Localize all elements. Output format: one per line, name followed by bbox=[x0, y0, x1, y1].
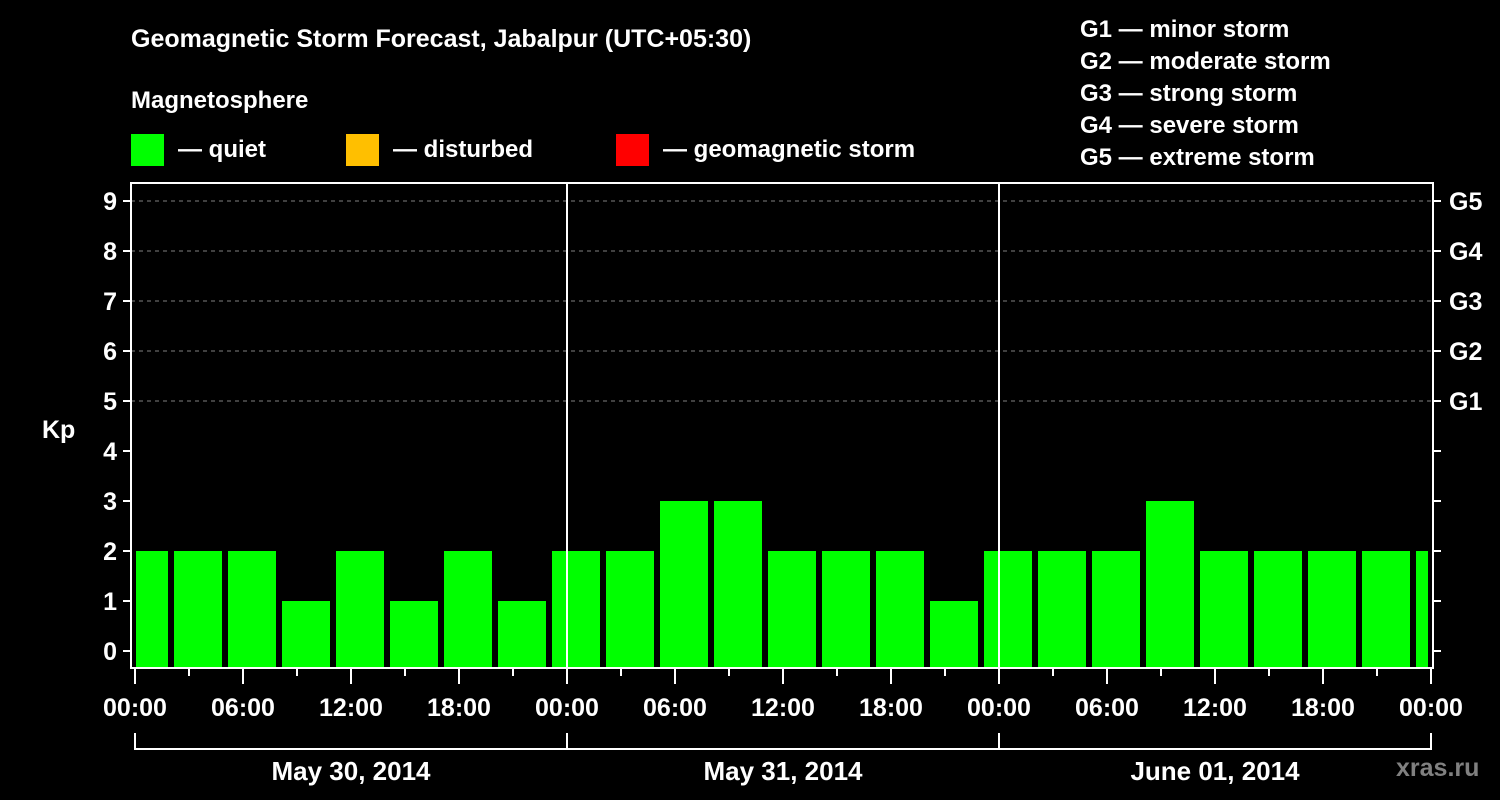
kp-bar bbox=[930, 601, 978, 668]
y-tick-label: 3 bbox=[103, 488, 117, 516]
legend-quiet: — quiet bbox=[131, 134, 266, 166]
day-label: May 30, 2014 bbox=[271, 756, 431, 786]
quiet-swatch-icon bbox=[131, 134, 164, 166]
kp-bar bbox=[822, 551, 870, 668]
y-tick-label: 1 bbox=[103, 588, 117, 616]
kp-bar bbox=[1092, 551, 1140, 668]
kp-bar bbox=[1362, 551, 1410, 668]
legend-disturbed-label: — disturbed bbox=[393, 136, 534, 163]
x-tick-label: 06:00 bbox=[643, 694, 707, 722]
y-tick-label: 7 bbox=[103, 288, 117, 316]
kp-bar bbox=[228, 551, 276, 668]
legend-storm-label: — geomagnetic storm bbox=[663, 136, 916, 163]
g-level-label: G1 bbox=[1449, 388, 1482, 416]
kp-bar bbox=[984, 551, 1032, 668]
legend-quiet-label: — quiet bbox=[178, 136, 266, 163]
kp-bar bbox=[660, 501, 708, 668]
g-level-label: G3 bbox=[1449, 288, 1482, 316]
x-tick-label: 00:00 bbox=[1399, 694, 1463, 722]
x-tick-label: 12:00 bbox=[1183, 694, 1247, 722]
kp-bar bbox=[1416, 551, 1428, 668]
storm-swatch-icon bbox=[616, 134, 649, 166]
x-tick-label: 00:00 bbox=[103, 694, 167, 722]
x-tick-label: 00:00 bbox=[967, 694, 1031, 722]
chart-title: Geomagnetic Storm Forecast, Jabalpur (UT… bbox=[131, 25, 752, 53]
disturbed-swatch-icon bbox=[346, 134, 379, 166]
y-tick-label: 9 bbox=[103, 188, 117, 216]
kp-bar bbox=[552, 551, 600, 668]
y-tick-label: 8 bbox=[103, 238, 117, 266]
kp-bar bbox=[1038, 551, 1086, 668]
day-label: June 01, 2014 bbox=[1130, 756, 1300, 786]
kp-bar bbox=[174, 551, 222, 668]
kp-bar bbox=[714, 501, 762, 668]
kp-bar bbox=[876, 551, 924, 668]
kp-bar bbox=[336, 551, 384, 668]
kp-bar bbox=[1146, 501, 1194, 668]
kp-bar bbox=[768, 551, 816, 668]
day-label: May 31, 2014 bbox=[703, 756, 863, 786]
g3-legend: G3 — strong storm bbox=[1080, 80, 1298, 107]
day-bracket bbox=[134, 733, 568, 750]
kp-bar bbox=[444, 551, 492, 668]
kp-bar bbox=[606, 551, 654, 668]
y-tick-label: 0 bbox=[103, 638, 117, 666]
kp-bar bbox=[390, 601, 438, 668]
day-bracket bbox=[566, 733, 1000, 750]
kp-bar bbox=[1308, 551, 1356, 668]
x-tick-label: 18:00 bbox=[427, 694, 491, 722]
kp-bar bbox=[1200, 551, 1248, 668]
legend-storm: — geomagnetic storm bbox=[616, 134, 915, 166]
y-tick-label: 6 bbox=[103, 338, 117, 366]
g-level-label: G2 bbox=[1449, 338, 1482, 366]
g2-legend: G2 — moderate storm bbox=[1080, 48, 1331, 75]
y-tick-label: 4 bbox=[103, 438, 117, 466]
legend-subtitle: Magnetosphere bbox=[131, 87, 309, 114]
g1-legend: G1 — minor storm bbox=[1080, 16, 1290, 43]
kp-bar bbox=[498, 601, 546, 668]
y-tick-label: 5 bbox=[103, 388, 117, 416]
x-tick-label: 06:00 bbox=[1075, 694, 1139, 722]
y-tick-label: 2 bbox=[103, 538, 117, 566]
g-scale-legend: G1 — minor storm G2 — moderate storm G3 … bbox=[1080, 14, 1331, 174]
day-bracket bbox=[998, 733, 1432, 750]
g-level-label: G5 bbox=[1449, 188, 1482, 216]
legend-disturbed: — disturbed bbox=[346, 134, 533, 166]
watermark: xras.ru bbox=[1396, 754, 1480, 782]
g-level-label: G4 bbox=[1449, 238, 1482, 266]
x-tick-label: 12:00 bbox=[319, 694, 383, 722]
kp-bar bbox=[1254, 551, 1302, 668]
y-axis-label: Kp bbox=[42, 416, 75, 444]
x-tick-label: 18:00 bbox=[1291, 694, 1355, 722]
x-tick-label: 00:00 bbox=[535, 694, 599, 722]
g5-legend: G5 — extreme storm bbox=[1080, 144, 1315, 171]
kp-bar bbox=[136, 551, 168, 668]
x-tick-label: 12:00 bbox=[751, 694, 815, 722]
kp-bar bbox=[282, 601, 330, 668]
g4-legend: G4 — severe storm bbox=[1080, 112, 1299, 139]
x-tick-label: 06:00 bbox=[211, 694, 275, 722]
x-tick-label: 18:00 bbox=[859, 694, 923, 722]
